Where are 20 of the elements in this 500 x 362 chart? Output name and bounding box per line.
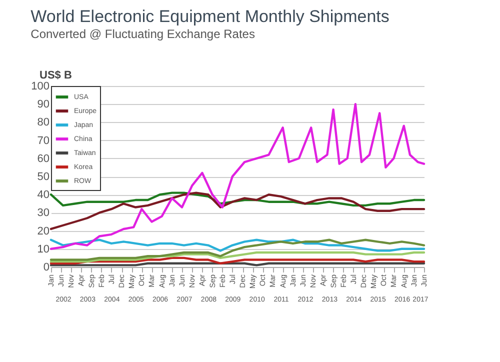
y-tick-label: 60 [37,152,50,165]
chart-title: World Electronic Equipment Monthly Shipments [30,7,390,26]
line-series [50,251,426,263]
line-series [50,238,426,252]
line-series [50,192,426,230]
y-tick-label: 30 [37,207,50,220]
line-series [50,103,426,250]
line-series [50,192,426,207]
y-tick-label: 90 [37,98,50,111]
y-tick-label: 80 [37,116,50,129]
y-tick-label: 50 [37,171,50,183]
y-tick-label: 70 [37,134,50,147]
y-axis-title: US$ B [40,70,72,82]
y-tick-label: 100 [31,80,50,92]
y-tick-label: 20 [37,225,50,238]
y-tick-label: 40 [37,189,50,202]
chart-subtitle: Converted @ Fluctuating Exchange Rates [30,27,255,41]
y-tick-label: 10 [37,243,50,256]
y-tick-label: 0 [43,262,50,274]
line-series [50,238,426,261]
